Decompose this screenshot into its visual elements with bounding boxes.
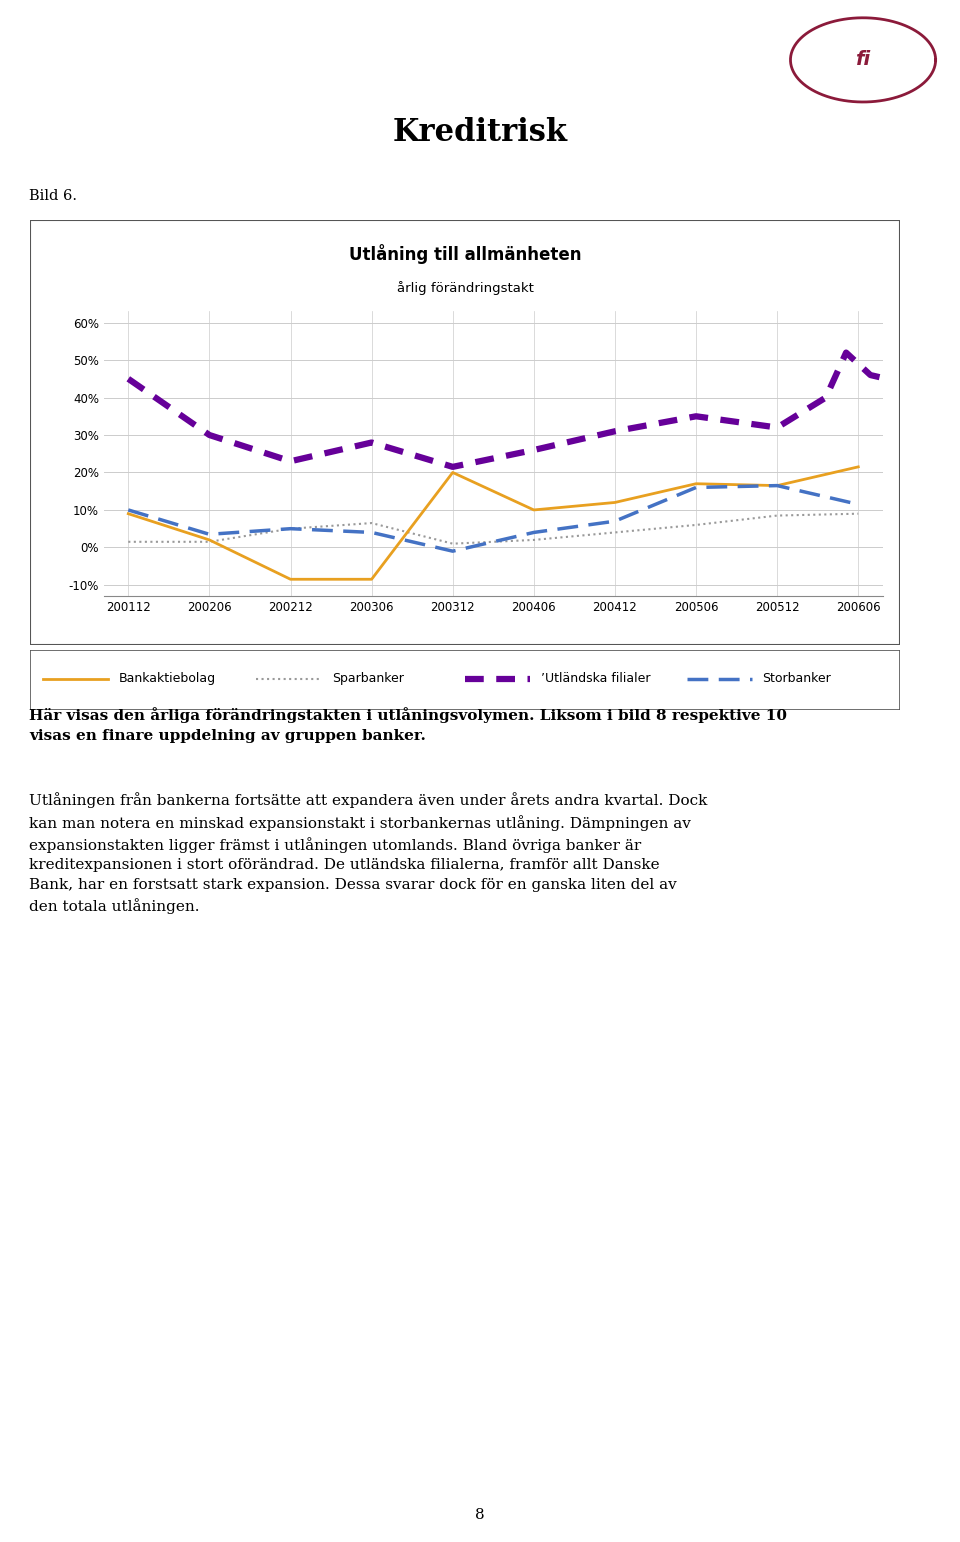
Text: Sparbanker: Sparbanker: [332, 672, 404, 685]
Text: Storbanker: Storbanker: [762, 672, 831, 685]
Text: Bild 6.: Bild 6.: [29, 188, 77, 202]
Text: fi: fi: [855, 51, 871, 69]
Text: årlig förändringstakt: årlig förändringstakt: [396, 281, 534, 295]
Text: 8: 8: [475, 1508, 485, 1522]
Text: Här visas den årliga förändringstakten i utlåningsvolymen. Liksom i bild 8 respe: Här visas den årliga förändringstakten i…: [29, 708, 787, 743]
Text: ’Utländska filialer: ’Utländska filialer: [540, 672, 650, 685]
Text: Utlåning till allmänheten: Utlåning till allmänheten: [348, 244, 581, 264]
Text: Utlåningen från bankerna fortsätte att expandera även under årets andra kvartal.: Utlåningen från bankerna fortsätte att e…: [29, 793, 708, 914]
Text: Bankaktiebolag: Bankaktiebolag: [119, 672, 216, 685]
Text: Kreditrisk: Kreditrisk: [393, 117, 567, 148]
